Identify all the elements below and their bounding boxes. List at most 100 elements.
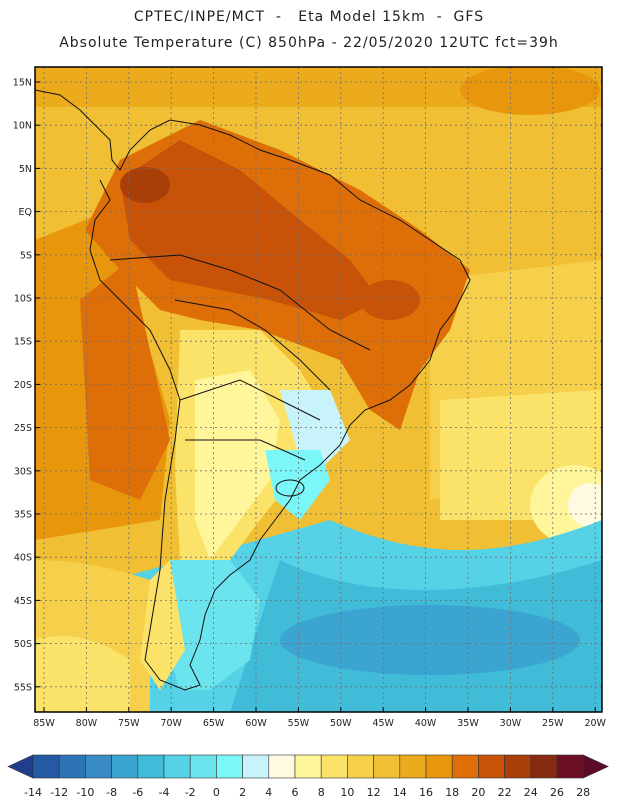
field-north-east-blob	[460, 67, 600, 115]
colorbar-label: -14	[24, 786, 42, 799]
lon-label: 80W	[76, 718, 98, 729]
lat-label: 25S	[14, 423, 32, 434]
field-pacific-darker	[80, 260, 170, 500]
longitude-labels: 85W 80W 75W 70W 65W 60W 55W 50W 45W 40W 35W 30W 25W 2…	[33, 707, 607, 729]
field-patagonia-cold	[165, 560, 260, 690]
colorbar-label: 28	[576, 786, 590, 799]
lat-label: 30S	[14, 466, 32, 477]
lon-label: 20W	[584, 718, 606, 729]
colorbar-swatch	[137, 754, 165, 779]
colorbar-labels: -14 -12 -10 -8 -6 -4 -2 0 2 4 6 8 10 12 14 16 18 20 22 24 26…	[24, 786, 590, 799]
colorbar-swatch	[294, 754, 322, 779]
lon-label: 50W	[330, 718, 352, 729]
colorbar-swatch	[451, 754, 479, 779]
colorbar-label: 8	[318, 786, 325, 799]
colorbar-label: 2	[239, 786, 246, 799]
lon-label: 40W	[415, 718, 437, 729]
lat-label: 15S	[14, 337, 32, 348]
lat-label: 20S	[14, 380, 32, 391]
field-andes-south-warm	[140, 560, 185, 690]
colorbar-swatch	[216, 754, 243, 779]
south-america-coast	[35, 89, 471, 691]
chart-title-line-2: Absolute Temperature (C) 850hPa - 22/05/…	[59, 35, 559, 51]
lon-label: 60W	[245, 718, 267, 729]
colorbar-label: -6	[132, 786, 143, 799]
lon-label: 30W	[500, 718, 522, 729]
colorbar-swatch	[399, 754, 427, 779]
colorbar-swatch	[268, 754, 296, 779]
field-continent-hotter	[120, 140, 380, 320]
field-southwest-pale	[35, 636, 130, 712]
colorbar-swatch	[373, 754, 401, 779]
colorbar-label: -4	[159, 786, 170, 799]
map-field	[35, 67, 602, 712]
lat-label: 10N	[13, 121, 32, 132]
map-frame	[34, 66, 603, 713]
colorbar-label: -8	[106, 786, 117, 799]
border-line-3	[179, 379, 321, 421]
colorbar-swatch	[163, 754, 191, 779]
border-line-1	[109, 254, 371, 351]
colorbar-label: 6	[292, 786, 299, 799]
colorbar-label: 12	[367, 786, 381, 799]
colorbar-label: 10	[340, 786, 354, 799]
colorbar-label: 26	[550, 786, 564, 799]
colorbar-label: 22	[498, 786, 512, 799]
colorbar-swatch	[85, 754, 112, 779]
colorbar-swatch	[111, 754, 139, 779]
lon-label: 35W	[457, 718, 479, 729]
lon-label: 55W	[288, 718, 310, 729]
colorbar-label: 20	[471, 786, 485, 799]
lat-label: 5N	[19, 164, 32, 175]
colorbar-low-arrow	[7, 754, 34, 779]
colorbar-swatch	[58, 754, 86, 779]
colorbar-swatch	[32, 754, 60, 779]
colorbar-swatch	[556, 754, 584, 779]
field-deep-cold	[280, 605, 580, 675]
border-line-4	[185, 439, 306, 461]
border-line-2	[174, 299, 331, 391]
lat-label: 50S	[14, 639, 32, 650]
colorbar-swatch	[347, 754, 374, 779]
lat-label: 15N	[13, 78, 32, 89]
colorbar-label: 24	[524, 786, 538, 799]
colorbar-label: 16	[419, 786, 433, 799]
chart-title-line-1: CPTEC/INPE/MCT - Eta Model 15km - GFS	[133, 9, 485, 25]
lon-label: 70W	[160, 718, 182, 729]
lat-label: 40S	[14, 553, 32, 564]
colorbar-label: -12	[50, 786, 68, 799]
colorbar-label: 18	[445, 786, 459, 799]
lat-label: 55S	[14, 682, 32, 693]
colorbar-swatch	[504, 754, 532, 779]
colorbar-swatch	[320, 754, 348, 779]
lon-label: 75W	[118, 718, 140, 729]
field-plains-pale	[195, 370, 280, 560]
colorbar-swatch	[478, 754, 505, 779]
colorbar-label: 14	[393, 786, 407, 799]
latitude-labels: 15N 10N 5N EQ 5S 10S 15S 20S 25S 30S 35S 40S 45S 50S 5…	[13, 78, 40, 693]
colorbar-swatch	[530, 754, 558, 779]
coastlines	[35, 89, 471, 691]
field-hotspot-colombia	[120, 167, 170, 203]
lon-label: 85W	[33, 718, 55, 729]
colorbar-high-arrow	[582, 754, 609, 779]
colorbar-swatch	[189, 754, 217, 779]
colorbar	[7, 754, 609, 779]
colorbar-swatch	[425, 754, 453, 779]
colorbar-label: -2	[185, 786, 196, 799]
rio-de-la-plata	[275, 479, 305, 497]
lon-label: 25W	[542, 718, 564, 729]
lat-label: EQ	[19, 207, 32, 218]
field-east-paler	[568, 483, 602, 527]
lat-label: 35S	[14, 510, 32, 521]
field-hotspot-brazil	[360, 280, 420, 320]
colorbar-label: -10	[76, 786, 94, 799]
colorbar-label: 0	[213, 786, 220, 799]
colorbar-swatch	[242, 754, 270, 779]
colorbar-label: 4	[265, 786, 272, 799]
lon-label: 45W	[372, 718, 394, 729]
lat-label: 10S	[14, 294, 32, 305]
lon-label: 65W	[203, 718, 225, 729]
lat-label: 45S	[14, 596, 32, 607]
